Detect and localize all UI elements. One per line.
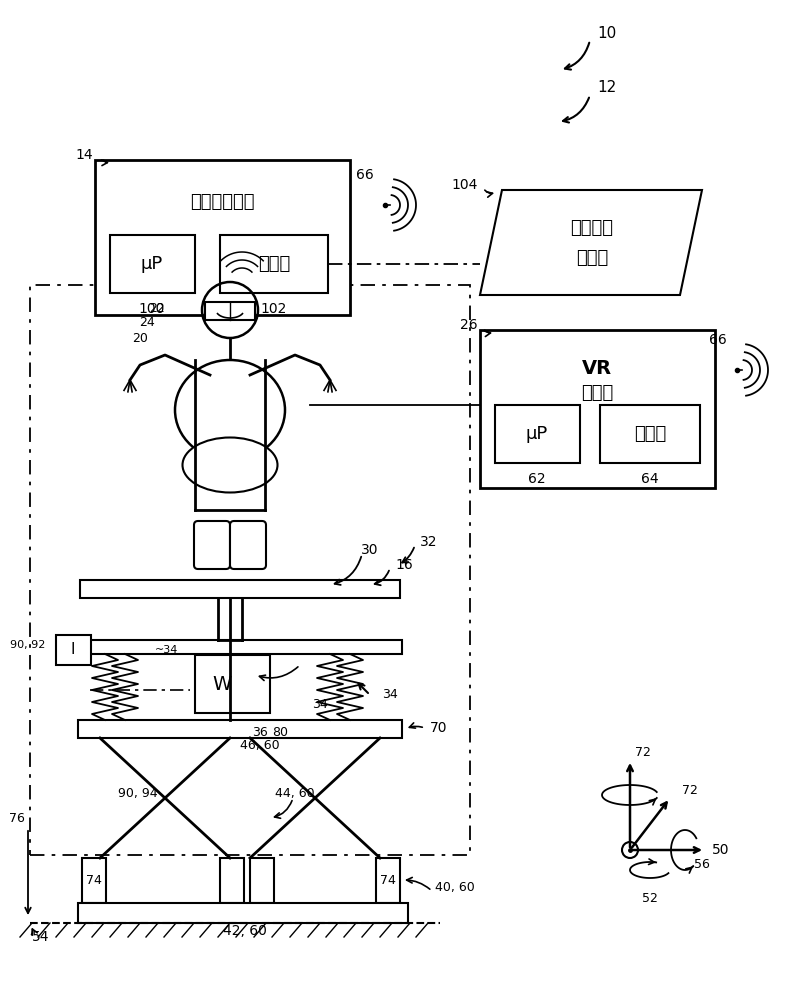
Polygon shape [480, 190, 702, 295]
Text: 30: 30 [361, 543, 379, 557]
Bar [495, 405, 580, 463]
Text: 控制器: 控制器 [581, 384, 613, 402]
Bar [80, 580, 400, 598]
Text: 62: 62 [529, 472, 546, 486]
Text: 运载器控制器: 运载器控制器 [190, 193, 254, 211]
Text: 66: 66 [356, 168, 374, 182]
Bar [220, 858, 244, 903]
Text: 70: 70 [430, 721, 448, 735]
Text: 90, 92: 90, 92 [10, 640, 45, 650]
Text: 90, 94: 90, 94 [118, 786, 158, 800]
Text: 数据库: 数据库 [576, 249, 608, 267]
Text: 54: 54 [32, 930, 50, 944]
Text: I: I [71, 643, 75, 658]
Bar [220, 235, 328, 293]
Text: ~34: ~34 [155, 645, 178, 655]
Text: W: W [213, 674, 232, 694]
Text: 46, 60: 46, 60 [240, 738, 280, 752]
Text: 34: 34 [382, 688, 398, 702]
Bar [78, 720, 402, 738]
Text: 52: 52 [642, 892, 658, 904]
Bar [250, 858, 274, 903]
Text: 64: 64 [641, 472, 658, 486]
Bar [376, 858, 400, 903]
Bar [56, 635, 91, 665]
Text: 阻力设置: 阻力设置 [570, 219, 614, 237]
Text: 20: 20 [132, 332, 148, 344]
Text: 42, 60: 42, 60 [223, 924, 267, 938]
Bar [480, 330, 715, 488]
Text: 26: 26 [460, 318, 478, 332]
Text: 104: 104 [452, 178, 478, 192]
Text: 24: 24 [140, 316, 155, 330]
Text: 66: 66 [709, 333, 727, 347]
Text: 56: 56 [694, 858, 710, 871]
Bar [205, 302, 255, 320]
Bar [95, 160, 350, 315]
Bar [600, 405, 700, 463]
Text: μP: μP [141, 255, 163, 273]
Text: 22: 22 [149, 302, 165, 314]
Text: 102: 102 [261, 302, 287, 316]
Text: 100: 100 [139, 302, 165, 316]
Text: 72: 72 [682, 784, 698, 796]
Text: 40, 60: 40, 60 [435, 882, 475, 894]
Text: 36: 36 [252, 726, 268, 738]
FancyBboxPatch shape [230, 521, 266, 569]
Text: VR: VR [582, 359, 612, 377]
Text: 76: 76 [9, 812, 25, 824]
Text: 74: 74 [86, 874, 102, 886]
Bar [78, 903, 408, 923]
Text: 44, 60: 44, 60 [275, 786, 315, 800]
Text: 10: 10 [597, 25, 616, 40]
FancyBboxPatch shape [194, 521, 230, 569]
Text: 34: 34 [312, 698, 328, 712]
Bar [195, 655, 270, 713]
Bar [30, 285, 470, 855]
Text: 存储器: 存储器 [634, 425, 666, 443]
Ellipse shape [175, 360, 285, 460]
Text: 存储器: 存储器 [258, 255, 290, 273]
Bar [110, 235, 195, 293]
Ellipse shape [183, 438, 277, 492]
Text: 32: 32 [420, 535, 438, 549]
Text: 50: 50 [712, 843, 730, 857]
Bar [82, 858, 106, 903]
Text: 74: 74 [380, 874, 396, 886]
Text: 14: 14 [75, 148, 93, 162]
Text: μP: μP [526, 425, 548, 443]
Text: 72: 72 [635, 746, 651, 758]
Text: 12: 12 [597, 81, 616, 96]
Text: 16: 16 [395, 558, 413, 572]
Text: 80: 80 [272, 726, 288, 738]
Bar [78, 640, 402, 654]
